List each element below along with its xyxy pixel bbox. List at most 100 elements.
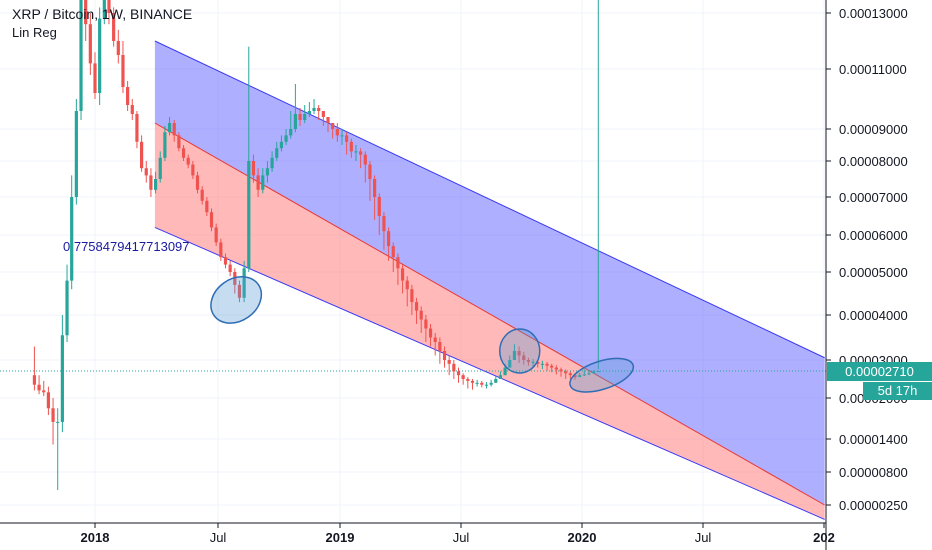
candle-body-110 [545, 363, 549, 366]
price-tick-label-4: 0.00007000 [839, 190, 908, 205]
candle-body-44 [237, 284, 242, 298]
candle-body-7 [65, 280, 69, 336]
current-price-tag: 0.00002710 [827, 362, 932, 382]
candle-body-68 [349, 141, 353, 152]
highlight-ellipse-1 [499, 328, 541, 374]
candle-body-20 [126, 87, 130, 105]
candle-body-62 [321, 111, 325, 117]
candle-body-47 [251, 161, 256, 176]
candle-body-45 [242, 268, 246, 298]
candle-body-85 [428, 328, 433, 338]
candle-body-99 [494, 379, 498, 383]
middle-channel-line [154, 122, 825, 506]
candle-body-33 [186, 157, 190, 165]
candle-body-13 [93, 63, 97, 93]
candle-body-83 [419, 310, 423, 320]
candle-body-105 [522, 355, 526, 360]
candle-body-75 [382, 216, 386, 232]
candle-body-78 [396, 257, 400, 269]
candle-body-9 [74, 111, 78, 197]
candle-body-51 [270, 157, 274, 169]
candle-body-41 [223, 257, 228, 265]
candle-body-82 [414, 302, 419, 311]
candle-body-25 [149, 175, 153, 190]
candle-body-96 [480, 382, 484, 385]
candle-body-113 [559, 369, 563, 372]
candle-body-50 [265, 168, 270, 176]
price-tick-label-6: 0.00005000 [839, 265, 908, 280]
time-tick-label-1: Jul [210, 530, 227, 545]
candle-body-80 [405, 280, 409, 290]
candle-body-26 [153, 179, 158, 190]
candle-body-17 [112, 13, 116, 41]
candle-body-4 [51, 408, 55, 422]
candle-body-46 [247, 161, 251, 269]
candle-body-53 [279, 141, 284, 149]
candle-body-70 [359, 151, 363, 155]
candle-body-103 [512, 351, 517, 360]
candle-body-88 [442, 351, 447, 360]
upper-channel-line [154, 40, 825, 359]
time-tick-label-3: Jul [453, 530, 470, 545]
candle-body-86 [433, 337, 437, 342]
candle-body-56 [293, 114, 297, 129]
candle-body-118 [582, 374, 586, 376]
candle-body-111 [550, 365, 554, 368]
candle-body-60 [312, 108, 316, 111]
candle-body-15 [102, 0, 106, 19]
candle-body-61 [317, 108, 321, 111]
candle-body-76 [386, 231, 391, 247]
highlight-ellipse-2 [569, 357, 635, 393]
price-tick-label-12: 0.00000250 [839, 498, 908, 513]
chart-title: XRP / Bitcoin, 1W, BINANCE [12, 6, 193, 22]
candle-body-95 [475, 382, 479, 384]
candle-body-92 [461, 375, 465, 379]
candle-body-84 [424, 319, 428, 329]
candle-body-57 [298, 114, 302, 120]
upper-channel-fill [154, 41, 825, 505]
time-tick-label-2: 2019 [326, 530, 355, 545]
candle-body-65 [335, 129, 339, 136]
price-tick-label-5: 0.00006000 [839, 228, 908, 243]
candle-body-1 [37, 384, 41, 391]
candle-body-93 [466, 379, 470, 381]
candle-body-28 [163, 132, 167, 158]
candle-body-6 [60, 335, 64, 422]
candle-body-29 [167, 123, 172, 133]
candle-body-102 [508, 360, 512, 368]
candle-body-114 [564, 371, 568, 374]
candle-body-37 [205, 200, 209, 213]
candle-body-8 [70, 197, 74, 281]
candle-body-3 [46, 392, 50, 409]
candle-series [32, 0, 600, 490]
candle-body-30 [172, 123, 176, 136]
candle-body-94 [470, 380, 475, 383]
candle-body-71 [363, 154, 367, 165]
lower-channel-fill [154, 123, 825, 520]
candle-body-74 [377, 197, 381, 216]
candle-body-22 [135, 114, 139, 142]
candle-body-12 [88, 24, 92, 64]
candle-body-109 [540, 363, 544, 365]
candle-body-14 [98, 18, 102, 94]
candle-body-87 [438, 342, 442, 351]
candle-body-73 [373, 179, 377, 197]
candle-body-63 [326, 117, 330, 123]
time-tick-label-5: Jul [695, 530, 712, 545]
correlation-label: 0.7758479417713097 [63, 239, 190, 254]
annotation-layer [0, 276, 826, 393]
price-tick-label-3: 0.00008000 [839, 154, 908, 169]
candle-body-90 [452, 363, 456, 372]
time-tick-label-4: 2020 [568, 530, 597, 545]
candle-body-104 [517, 351, 521, 356]
candle-body-27 [158, 157, 162, 179]
candle-body-106 [526, 360, 531, 362]
candle-body-66 [340, 135, 344, 137]
candle-body-5 [56, 421, 60, 423]
candle-body-64 [331, 123, 335, 129]
price-tick-label-1: 0.00011000 [839, 62, 907, 77]
candle-body-69 [354, 151, 358, 153]
candle-body-107 [531, 361, 535, 363]
candle-body-121 [596, 371, 600, 373]
